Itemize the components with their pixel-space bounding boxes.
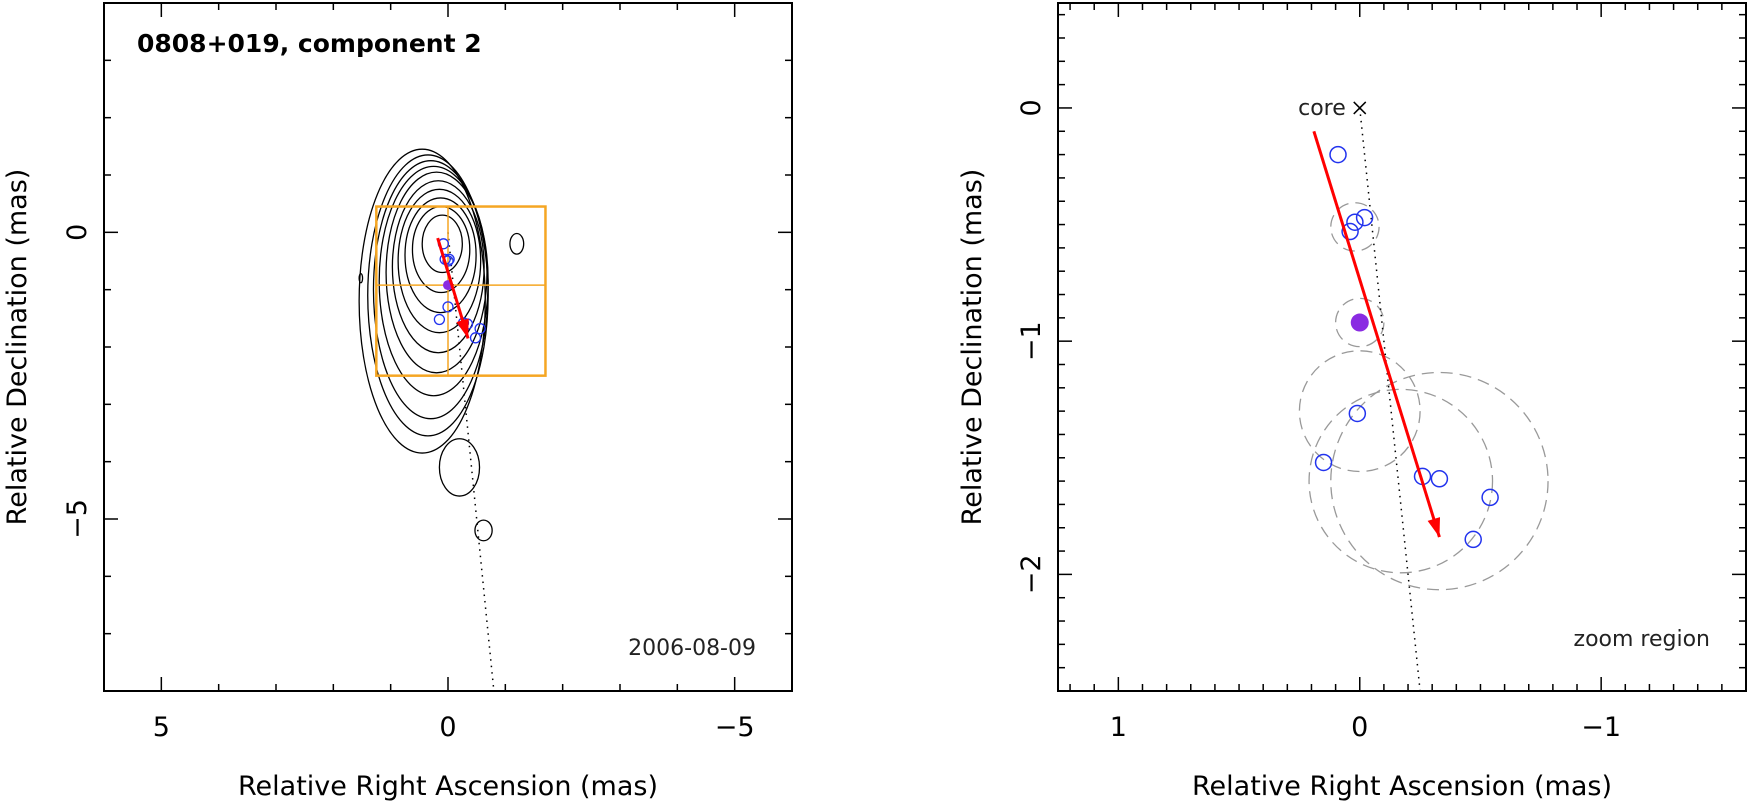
- jet-axis-line: [1359, 107, 1421, 691]
- component-marker: [469, 332, 482, 344]
- core-marker: [1353, 101, 1367, 115]
- left-x-tick-label: 5: [153, 712, 170, 743]
- right-core-label: core: [1298, 96, 1346, 121]
- left-panel-title: 0808+019, component 2: [137, 29, 482, 58]
- component-marker: [1329, 145, 1347, 164]
- left-date-label: 2006-08-09: [628, 636, 756, 661]
- contour-line: [385, 171, 488, 374]
- contour-line: [397, 188, 482, 334]
- highlight-component-marker: [1350, 313, 1369, 332]
- right-x-tick-label: −1: [1581, 712, 1621, 743]
- jet-axis-line: [447, 232, 495, 691]
- component-marker: [1314, 453, 1333, 472]
- component-marker: [1341, 222, 1359, 241]
- right-panel: 1 0 −1 0 −1 −2 core zoom region Relative Righ…: [957, 2, 1747, 802]
- component-marker: [1355, 208, 1374, 227]
- error-circle: [1308, 388, 1494, 574]
- motion-vector: [1312, 130, 1441, 538]
- left-overlays: [375, 205, 547, 691]
- motion-vector-head: [1427, 517, 1441, 538]
- contour-line: [509, 232, 525, 255]
- component-marker: [474, 323, 486, 335]
- right-y-axis-label: Relative Declination (mas): [957, 169, 988, 526]
- component-marker: [1430, 470, 1449, 488]
- component-marker: [433, 313, 446, 326]
- right-y-tick-label: 0: [1016, 99, 1047, 116]
- error-circle: [1298, 350, 1421, 473]
- contour-line: [421, 214, 463, 274]
- right-x-tick-label: 1: [1110, 712, 1127, 743]
- component-marker: [442, 301, 454, 313]
- left-x-axis-label: Relative Right Ascension (mas): [238, 771, 658, 802]
- contour-line: [438, 438, 481, 497]
- left-y-axis-label: Relative Declination (mas): [2, 169, 33, 526]
- component-marker: [442, 255, 454, 267]
- contour-line: [367, 154, 489, 437]
- right-x-tick-label: 0: [1351, 712, 1368, 743]
- right-overlays: [1298, 101, 1549, 691]
- component-marker: [1464, 530, 1482, 549]
- left-y-tick-label: −5: [62, 499, 93, 539]
- left-ticks: 5 0 −5 0 −5: [62, 2, 793, 743]
- component-marker: [1481, 488, 1499, 507]
- left-y-tick-label: 0: [62, 224, 93, 241]
- left-panel: 5 0 −5 0 −5 0808+019, component 2 2006-08-09…: [2, 2, 793, 802]
- right-plot-frame: [1057, 2, 1747, 692]
- component-marker: [1348, 404, 1367, 423]
- right-x-axis-label: Relative Right Ascension (mas): [1192, 771, 1612, 802]
- error-circle: [1330, 202, 1380, 252]
- left-contours: [358, 148, 525, 542]
- contour-line: [404, 197, 477, 314]
- error-circle: [1330, 371, 1549, 591]
- right-y-tick-label: −2: [1016, 554, 1047, 594]
- contour-line: [358, 272, 364, 284]
- right-ticks: 1 0 −1 0 −1 −2: [1016, 3, 1747, 743]
- component-marker: [1346, 213, 1364, 231]
- right-y-tick-label: −1: [1016, 321, 1047, 361]
- left-x-tick-label: 0: [439, 712, 456, 743]
- contour-line: [358, 148, 486, 454]
- left-x-tick-label: −5: [715, 712, 755, 743]
- zoom-box: [375, 205, 547, 377]
- contour-line: [474, 519, 493, 542]
- error-circle: [1334, 297, 1385, 348]
- motion-vector-head: [456, 318, 469, 339]
- right-zoom-annotation: zoom region: [1574, 627, 1710, 652]
